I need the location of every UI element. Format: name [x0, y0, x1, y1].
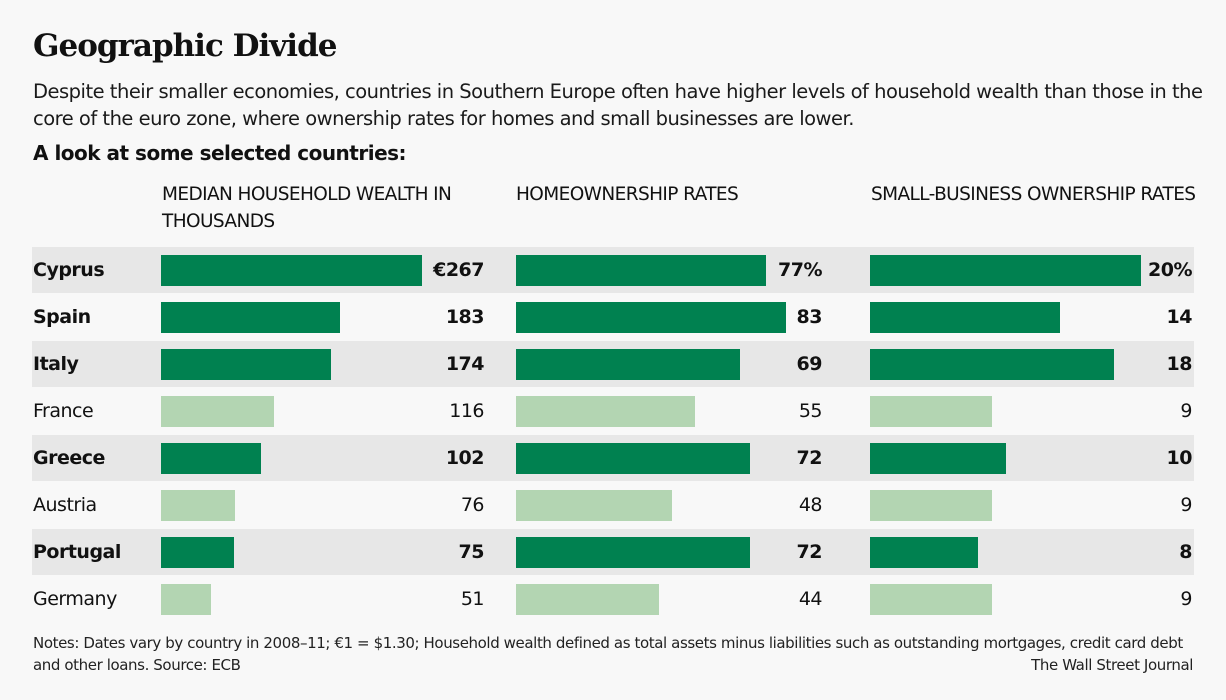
data-label: 9	[1180, 588, 1192, 610]
chart-notes: Notes: Dates vary by country in 2008–11;…	[33, 634, 1183, 674]
data-label: 55	[798, 400, 823, 422]
bar-homeownership-rates-austria	[516, 490, 672, 521]
data-label: 14	[1166, 306, 1193, 328]
data-label: 51	[460, 588, 485, 610]
country-label-greece: Greece	[33, 447, 105, 469]
data-label: 83	[796, 306, 823, 328]
bar-small-business-italy	[870, 349, 1114, 380]
chart-title: Geographic Divide	[33, 28, 337, 64]
chart-credit: The Wall Street Journal	[1031, 656, 1193, 674]
data-label: 69	[796, 353, 823, 375]
bar-homeownership-rates-cyprus	[516, 255, 766, 286]
data-label: 116	[449, 400, 484, 422]
bar-homeownership-rates-france	[516, 396, 695, 427]
data-label: 174	[445, 353, 485, 375]
data-label: 10	[1166, 447, 1193, 469]
bar-small-business-germany	[870, 584, 992, 615]
chart-lead: A look at some selected countries:	[33, 141, 407, 165]
bar-small-business-france	[870, 396, 992, 427]
bar-homeownership-rates-germany	[516, 584, 659, 615]
bar-homeownership-rates-spain	[516, 302, 786, 333]
data-label: 72	[796, 541, 823, 563]
data-label: 44	[798, 588, 823, 610]
bar-median-household-austria	[161, 490, 235, 521]
country-label-cyprus: Cyprus	[33, 259, 105, 281]
bar-small-business-greece	[870, 443, 1006, 474]
data-label: 76	[460, 494, 485, 516]
data-label: 72	[796, 447, 823, 469]
column-header-wealth: MEDIAN HOUSEHOLD WEALTH IN THOUSANDS	[162, 184, 452, 232]
bar-small-business-austria	[870, 490, 992, 521]
bar-median-household-italy	[161, 349, 331, 380]
data-label: 8	[1179, 541, 1192, 563]
bar-homeownership-rates-portugal	[516, 537, 750, 568]
column-header-homeownership: HOMEOWNERSHIP RATES	[516, 184, 739, 205]
country-label-italy: Italy	[33, 353, 79, 375]
data-label: 75	[458, 541, 485, 563]
country-label-portugal: Portugal	[33, 541, 121, 563]
data-label: 102	[445, 447, 485, 469]
bar-median-household-greece	[161, 443, 261, 474]
data-label: 9	[1180, 494, 1192, 516]
country-label-germany: Germany	[33, 588, 117, 610]
chart-dek: Despite their smaller economies, countri…	[33, 80, 1203, 130]
country-label-austria: Austria	[33, 494, 97, 516]
data-label: 18	[1166, 353, 1193, 375]
bar-median-household-portugal	[161, 537, 234, 568]
bar-median-household-spain	[161, 302, 340, 333]
bar-homeownership-rates-greece	[516, 443, 750, 474]
data-label: €267	[433, 259, 484, 281]
bar-homeownership-rates-italy	[516, 349, 740, 380]
data-label: 48	[798, 494, 823, 516]
bar-small-business-portugal	[870, 537, 978, 568]
column-header-small-business: SMALL-BUSINESS OWNERSHIP RATES	[871, 184, 1196, 205]
bar-median-household-germany	[161, 584, 211, 615]
bar-small-business-spain	[870, 302, 1060, 333]
bar-small-business-cyprus	[870, 255, 1141, 286]
bar-median-household-france	[161, 396, 274, 427]
data-label: 9	[1180, 400, 1192, 422]
data-label: 20%	[1148, 259, 1192, 281]
country-label-spain: Spain	[33, 306, 91, 328]
data-label: 183	[445, 306, 485, 328]
bar-median-household-cyprus	[161, 255, 422, 286]
data-label: 77%	[778, 259, 822, 281]
country-label-france: France	[33, 400, 94, 422]
